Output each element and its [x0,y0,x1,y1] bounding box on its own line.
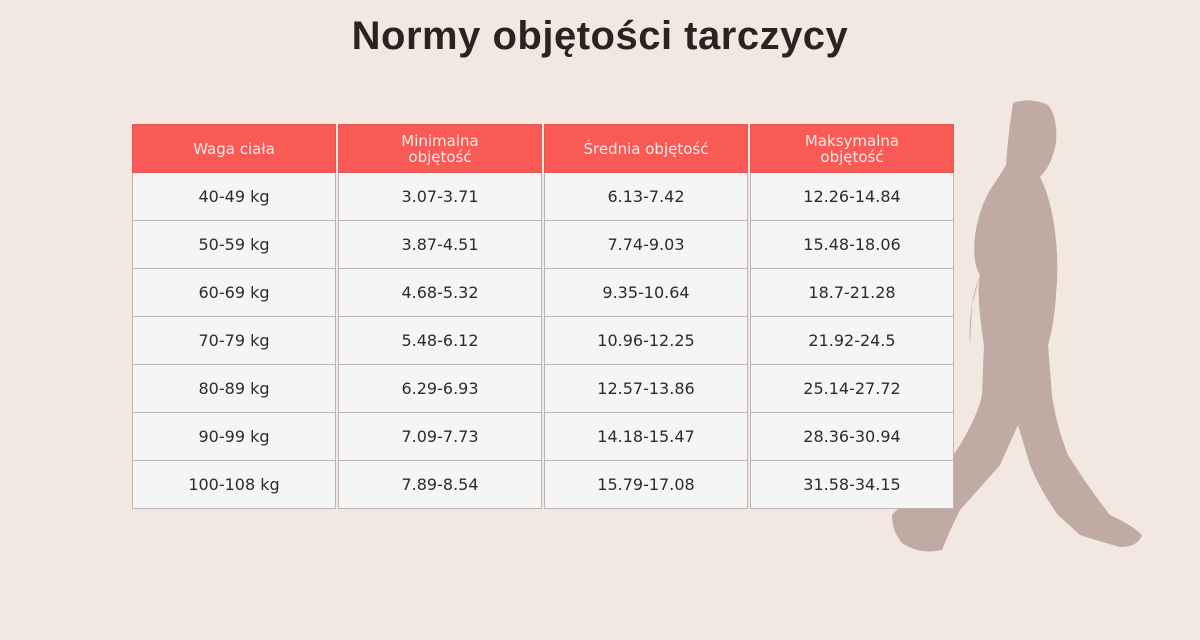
table-cell: 9.35-10.64 [544,269,748,317]
table-cell: 15.48-18.06 [750,221,954,269]
table-head: Waga ciała Minimalna objętość Średnia obję… [132,124,954,173]
walking-silhouette [892,100,1142,552]
table-cell: 7.09-7.73 [338,413,542,461]
table-cell: 14.18-15.47 [544,413,748,461]
table-cell: 3.87-4.51 [338,221,542,269]
table-cell: 6.13-7.42 [544,173,748,221]
table-cell: 3.07-3.71 [338,173,542,221]
column-header: Minimalna objętość [338,124,542,173]
header-row: Waga ciała Minimalna objętość Średnia obję… [132,124,954,173]
title: Normy objętości tarczycy [351,14,849,58]
column-header: Maksymalna objętość [750,124,954,173]
table-cell: 31.58-34.15 [750,461,954,509]
table-cell: 7.74-9.03 [544,221,748,269]
table-cell: 5.48-6.12 [338,317,542,365]
table-row: 70-79 kg 5.48-6.12 10.96-12.25 21.92-24.5 [132,317,954,365]
table-cell: 100-108 kg [132,461,336,509]
table-cell: 6.29-6.93 [338,365,542,413]
table-body: 40-49 kg 3.07-3.71 6.13-7.42 12.26-14.84 50-… [132,173,954,509]
table-cell: 80-89 kg [132,365,336,413]
table-cell: 70-79 kg [132,317,336,365]
table-cell: 60-69 kg [132,269,336,317]
column-header: Średnia objętość [544,124,748,173]
table-cell: 12.57-13.86 [544,365,748,413]
volume-table: Waga ciała Minimalna objętość Średnia obję… [130,124,956,509]
table-cell: 18.7-21.28 [750,269,954,317]
table-cell: 7.89-8.54 [338,461,542,509]
table-cell: 15.79-17.08 [544,461,748,509]
table-cell: 90-99 kg [132,413,336,461]
table-cell: 28.36-30.94 [750,413,954,461]
table-row: 60-69 kg 4.68-5.32 9.35-10.64 18.7-21.28 [132,269,954,317]
table-row: 90-99 kg 7.09-7.73 14.18-15.47 28.36-30.94 [132,413,954,461]
column-header: Waga ciała [132,124,336,173]
table-row: 80-89 kg 6.29-6.93 12.57-13.86 25.14-27.72 [132,365,954,413]
table-row: 40-49 kg 3.07-3.71 6.13-7.42 12.26-14.84 [132,173,954,221]
table-cell: 25.14-27.72 [750,365,954,413]
table-cell: 50-59 kg [132,221,336,269]
table-cell: 10.96-12.25 [544,317,748,365]
table-row: 50-59 kg 3.87-4.51 7.74-9.03 15.48-18.06 [132,221,954,269]
table-cell: 21.92-24.5 [750,317,954,365]
table-cell: 12.26-14.84 [750,173,954,221]
table-cell: 40-49 kg [132,173,336,221]
table-cell: 4.68-5.32 [338,269,542,317]
table-row: 100-108 kg 7.89-8.54 15.79-17.08 31.58-34.1… [132,461,954,509]
